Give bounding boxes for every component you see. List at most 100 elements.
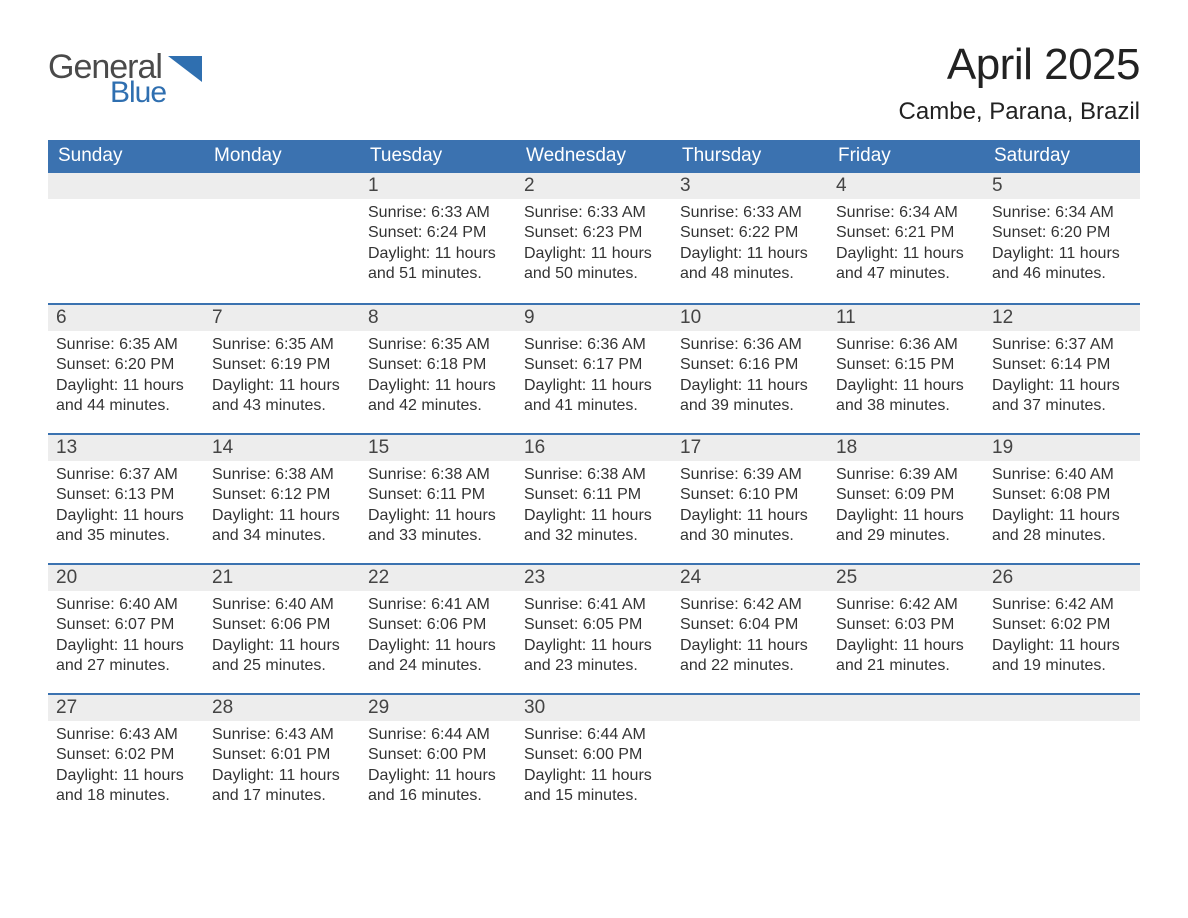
day-cell: 12Sunrise: 6:37 AMSunset: 6:14 PMDayligh… xyxy=(984,305,1140,433)
day-body: Sunrise: 6:38 AMSunset: 6:12 PMDaylight:… xyxy=(212,465,352,547)
sunrise-line: Sunrise: 6:40 AM xyxy=(56,595,196,615)
sunrise-line: Sunrise: 6:43 AM xyxy=(56,725,196,745)
sunset-line: Sunset: 6:21 PM xyxy=(836,223,976,243)
daylight-line: Daylight: 11 hours and 28 minutes. xyxy=(992,506,1132,547)
day-body: Sunrise: 6:35 AMSunset: 6:19 PMDaylight:… xyxy=(212,335,352,417)
daylight-line: Daylight: 11 hours and 27 minutes. xyxy=(56,636,196,677)
calendar: Sunday Monday Tuesday Wednesday Thursday… xyxy=(48,140,1140,823)
sunset-line: Sunset: 6:13 PM xyxy=(56,485,196,505)
dow-saturday: Saturday xyxy=(984,140,1140,173)
daylight-line: Daylight: 11 hours and 46 minutes. xyxy=(992,244,1132,285)
day-body: Sunrise: 6:43 AMSunset: 6:01 PMDaylight:… xyxy=(212,725,352,807)
day-cell: 23Sunrise: 6:41 AMSunset: 6:05 PMDayligh… xyxy=(516,565,672,693)
sunrise-line: Sunrise: 6:41 AM xyxy=(524,595,664,615)
daylight-line: Daylight: 11 hours and 17 minutes. xyxy=(212,766,352,807)
day-cell: 15Sunrise: 6:38 AMSunset: 6:11 PMDayligh… xyxy=(360,435,516,563)
day-number: 24 xyxy=(672,565,828,591)
daylight-line: Daylight: 11 hours and 24 minutes. xyxy=(368,636,508,677)
sunset-line: Sunset: 6:24 PM xyxy=(368,223,508,243)
sunrise-line: Sunrise: 6:44 AM xyxy=(524,725,664,745)
sunrise-line: Sunrise: 6:42 AM xyxy=(836,595,976,615)
day-number: 11 xyxy=(828,305,984,331)
dow-sunday: Sunday xyxy=(48,140,204,173)
daylight-line: Daylight: 11 hours and 29 minutes. xyxy=(836,506,976,547)
logo: General Blue xyxy=(48,50,202,108)
sunset-line: Sunset: 6:18 PM xyxy=(368,355,508,375)
week-row: 13Sunrise: 6:37 AMSunset: 6:13 PMDayligh… xyxy=(48,433,1140,563)
sunset-line: Sunset: 6:03 PM xyxy=(836,615,976,635)
day-number: 8 xyxy=(360,305,516,331)
day-body: Sunrise: 6:40 AMSunset: 6:08 PMDaylight:… xyxy=(992,465,1132,547)
sunset-line: Sunset: 6:17 PM xyxy=(524,355,664,375)
day-number: 5 xyxy=(984,173,1140,199)
sunrise-line: Sunrise: 6:33 AM xyxy=(524,203,664,223)
day-body: Sunrise: 6:42 AMSunset: 6:02 PMDaylight:… xyxy=(992,595,1132,677)
day-body: Sunrise: 6:39 AMSunset: 6:09 PMDaylight:… xyxy=(836,465,976,547)
sunset-line: Sunset: 6:00 PM xyxy=(368,745,508,765)
day-number: 28 xyxy=(204,695,360,721)
sunrise-line: Sunrise: 6:35 AM xyxy=(212,335,352,355)
day-number: 17 xyxy=(672,435,828,461)
day-number xyxy=(204,173,360,199)
day-cell: 28 Sunrise: 6:43 AMSunset: 6:01 PMDayligh… xyxy=(204,695,360,823)
sunset-line: Sunset: 6:15 PM xyxy=(836,355,976,375)
day-number xyxy=(984,695,1140,721)
day-number: 22 xyxy=(360,565,516,591)
day-cell: 24Sunrise: 6:42 AMSunset: 6:04 PMDayligh… xyxy=(672,565,828,693)
sunset-line: Sunset: 6:09 PM xyxy=(836,485,976,505)
daylight-line: Daylight: 11 hours and 33 minutes. xyxy=(368,506,508,547)
day-body: Sunrise: 6:39 AMSunset: 6:10 PMDaylight:… xyxy=(680,465,820,547)
daylight-line: Daylight: 11 hours and 38 minutes. xyxy=(836,376,976,417)
day-number: 14 xyxy=(204,435,360,461)
sunrise-line: Sunrise: 6:34 AM xyxy=(836,203,976,223)
sunset-line: Sunset: 6:11 PM xyxy=(368,485,508,505)
day-cell: 21Sunrise: 6:40 AMSunset: 6:06 PMDayligh… xyxy=(204,565,360,693)
day-cell: 10Sunrise: 6:36 AMSunset: 6:16 PMDayligh… xyxy=(672,305,828,433)
day-number: 20 xyxy=(48,565,204,591)
day-number: 9 xyxy=(516,305,672,331)
day-cell: 7 Sunrise: 6:35 AMSunset: 6:19 PMDaylight… xyxy=(204,305,360,433)
sunrise-line: Sunrise: 6:35 AM xyxy=(56,335,196,355)
day-body: Sunrise: 6:34 AMSunset: 6:20 PMDaylight:… xyxy=(992,203,1132,285)
day-cell: 8Sunrise: 6:35 AMSunset: 6:18 PMDaylight… xyxy=(360,305,516,433)
day-of-week-header: Sunday Monday Tuesday Wednesday Thursday… xyxy=(48,140,1140,173)
day-body: Sunrise: 6:35 AMSunset: 6:20 PMDaylight:… xyxy=(56,335,196,417)
day-number: 16 xyxy=(516,435,672,461)
header: General Blue April 2025 Cambe, Parana, B… xyxy=(48,40,1140,126)
day-number: 7 xyxy=(204,305,360,331)
day-body: Sunrise: 6:44 AMSunset: 6:00 PMDaylight:… xyxy=(368,725,508,807)
logo-text-blue: Blue xyxy=(110,78,166,108)
day-cell: 25Sunrise: 6:42 AMSunset: 6:03 PMDayligh… xyxy=(828,565,984,693)
day-number: 12 xyxy=(984,305,1140,331)
daylight-line: Daylight: 11 hours and 18 minutes. xyxy=(56,766,196,807)
day-body: Sunrise: 6:33 AMSunset: 6:22 PMDaylight:… xyxy=(680,203,820,285)
sunset-line: Sunset: 6:04 PM xyxy=(680,615,820,635)
day-number: 13 xyxy=(48,435,204,461)
dow-thursday: Thursday xyxy=(672,140,828,173)
sunrise-line: Sunrise: 6:43 AM xyxy=(212,725,352,745)
day-cell xyxy=(672,695,828,823)
sunset-line: Sunset: 6:23 PM xyxy=(524,223,664,243)
day-number: 30 xyxy=(516,695,672,721)
daylight-line: Daylight: 11 hours and 34 minutes. xyxy=(212,506,352,547)
sunset-line: Sunset: 6:14 PM xyxy=(992,355,1132,375)
sunset-line: Sunset: 6:11 PM xyxy=(524,485,664,505)
daylight-line: Daylight: 11 hours and 16 minutes. xyxy=(368,766,508,807)
day-cell: 14 Sunrise: 6:38 AMSunset: 6:12 PMDayligh… xyxy=(204,435,360,563)
sunrise-line: Sunrise: 6:42 AM xyxy=(992,595,1132,615)
day-body: Sunrise: 6:36 AMSunset: 6:16 PMDaylight:… xyxy=(680,335,820,417)
day-number xyxy=(828,695,984,721)
daylight-line: Daylight: 11 hours and 48 minutes. xyxy=(680,244,820,285)
day-number: 25 xyxy=(828,565,984,591)
sunset-line: Sunset: 6:05 PM xyxy=(524,615,664,635)
day-body: Sunrise: 6:44 AMSunset: 6:00 PMDaylight:… xyxy=(524,725,664,807)
dow-tuesday: Tuesday xyxy=(360,140,516,173)
day-cell xyxy=(984,695,1140,823)
daylight-line: Daylight: 11 hours and 37 minutes. xyxy=(992,376,1132,417)
sunrise-line: Sunrise: 6:36 AM xyxy=(836,335,976,355)
day-number: 6 xyxy=(48,305,204,331)
sunset-line: Sunset: 6:02 PM xyxy=(992,615,1132,635)
day-number xyxy=(672,695,828,721)
month-title: April 2025 xyxy=(899,40,1140,90)
day-cell: 16Sunrise: 6:38 AMSunset: 6:11 PMDayligh… xyxy=(516,435,672,563)
